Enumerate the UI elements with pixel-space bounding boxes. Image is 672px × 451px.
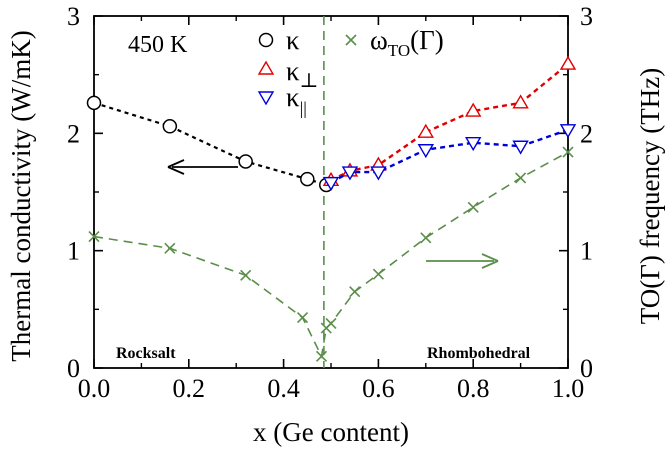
data-point-kappa-perp [512,94,529,109]
data-point-kappa-par [512,140,529,155]
data-point-kappa-perp [559,55,577,70]
temperature-annotation: 450 K [128,32,188,58]
data-point-omega [164,242,176,254]
data-point-kappa-par [559,124,577,139]
axis-ticks [93,15,569,369]
data-point-kappa-par [341,166,359,181]
y-right-tick-label: 3 [580,2,593,31]
x-tick-label: 1.0 [552,374,585,403]
left-axis-arrow [167,159,238,175]
x-tick-label: 0.0 [78,374,111,403]
data-point-kappa-perp [417,123,435,138]
data-point-omega [372,268,384,280]
x-axis-title: x (Ge content) [253,417,409,447]
data-point-omega [315,350,328,362]
y-axis-title-right: TO(Γ) frequency (THz) [635,68,665,325]
legend-label-kappa-par: κ|| [286,82,307,118]
data-point-omega [467,201,479,213]
data-point-omega [562,146,574,158]
data-point-omega [88,231,100,243]
legend-label-kappa: κ [286,25,300,55]
y-right-tick-label: 2 [580,119,593,148]
data-point-kappa-par [322,176,340,192]
data-point-omega [240,269,252,281]
data-point-omega [515,172,527,184]
right-axis-arrow [426,253,499,269]
y-right-tick-label: 0 [580,354,593,383]
x-tick-label: 0.6 [362,374,395,403]
y-left-tick-label: 3 [67,2,80,31]
data-point-kappa [300,171,315,187]
data-point-kappa-perp [464,102,482,117]
x-tick-label: 0.8 [457,374,490,403]
data-point-kappa [162,119,178,134]
y-left-tick-label: 2 [67,119,80,148]
y-left-tick-label: 1 [67,237,80,266]
legend-label-kappa-perp: κ⊥ [286,56,318,92]
legend-marker-kappa [258,32,274,48]
data-point-kappa-par [417,144,435,159]
y-left-tick-label: 0 [67,354,80,383]
plot-frame [93,15,569,369]
data-point-kappa [86,95,102,111]
series-layer [86,55,577,362]
legend-marker-kappa-par [257,91,275,106]
y-right-tick-label: 1 [580,237,593,266]
data-point-kappa-par [370,166,387,181]
series-line [330,128,569,184]
series-line [93,101,327,187]
series-line [330,63,569,182]
data-point-omega [325,317,337,329]
y-axis-title-left: Thermal conductivity (W/mK) [6,30,36,361]
data-point-kappa [238,154,253,169]
region-label-rhombohedral: Rhombohedral [427,345,531,362]
legend-label-omega: ωTO(Γ) [370,25,444,60]
x-tick-label: 0.4 [267,374,300,403]
legend-marker-omega [345,34,357,46]
data-point-kappa-par [464,137,482,152]
x-tick-label: 0.2 [173,374,206,403]
data-point-omega [349,286,361,298]
data-point-omega [420,232,432,244]
legend: κ κ⊥ κ|| ωTO(Γ) [257,25,444,118]
data-point-omega [296,311,309,324]
legend-marker-kappa-perp [257,60,275,75]
region-label-rocksalt: Rocksalt [116,345,176,362]
